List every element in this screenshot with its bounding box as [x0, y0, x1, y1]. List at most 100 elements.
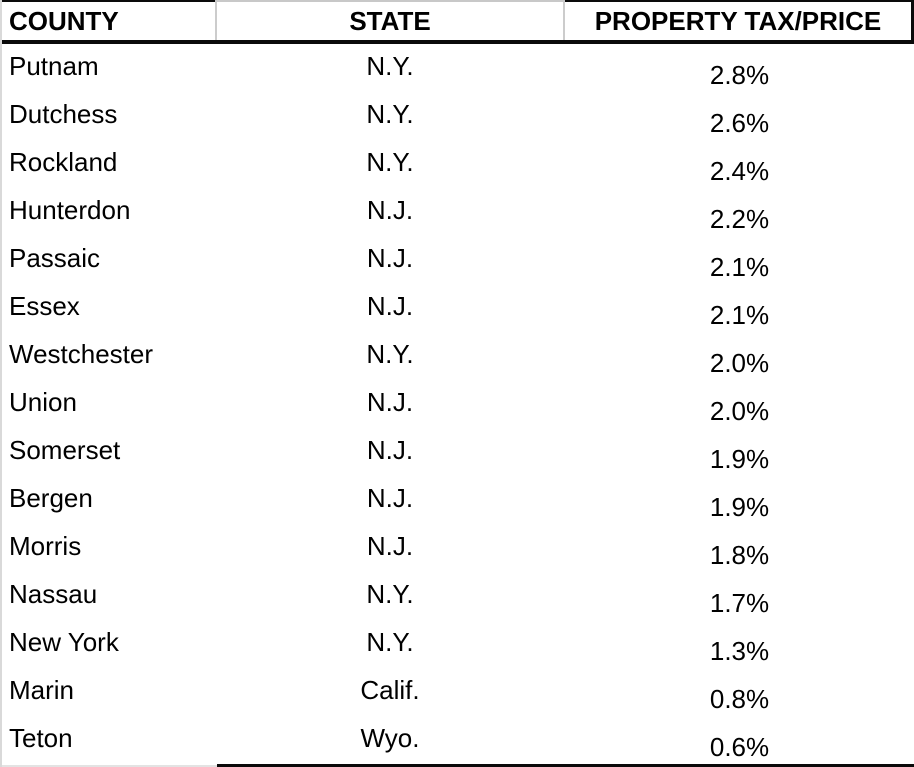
table-body: Putnam N.Y. 2.8% Dutchess N.Y. 2.6% Rockland N.…: [2, 44, 914, 764]
state-cell: N.Y.: [215, 92, 565, 140]
county-cell: Somerset: [2, 428, 215, 476]
state-cell: N.J.: [215, 188, 565, 236]
state-cell-text: N.Y.: [366, 627, 414, 657]
tax-value-cell-text: 2.6%: [709, 108, 770, 138]
county-cell: Nassau: [2, 572, 215, 620]
county-cell-text: Essex: [9, 291, 80, 321]
tax-value-cell-text: 0.6%: [709, 732, 770, 762]
tax-value-cell: 2.0%: [565, 380, 914, 428]
tax-value-cell: 1.3%: [565, 620, 914, 668]
tax-value-cell: 2.0%: [565, 332, 914, 380]
county-cell-text: Hunterdon: [9, 195, 131, 225]
state-cell: N.J.: [215, 476, 565, 524]
county-cell-text: New York: [9, 627, 119, 657]
tax-value-cell: 2.2%: [565, 188, 914, 236]
county-cell-text: Putnam: [9, 51, 99, 81]
tax-value-cell-text: 0.8%: [709, 684, 770, 714]
state-cell: N.Y.: [215, 140, 565, 188]
county-cell-text: Bergen: [9, 483, 93, 513]
county-cell-text: Morris: [9, 531, 82, 561]
table-row: Rockland N.Y. 2.4%: [2, 140, 914, 188]
county-cell-text: Somerset: [9, 435, 121, 465]
state-cell-text: N.J.: [366, 291, 414, 321]
table-row: Nassau N.Y. 1.7%: [2, 572, 914, 620]
tax-value-cell: 2.1%: [565, 236, 914, 284]
county-cell: Rockland: [2, 140, 215, 188]
tax-value-cell-text: 1.8%: [709, 540, 770, 570]
county-cell: Putnam: [2, 44, 215, 92]
state-cell: Calif.: [215, 668, 565, 716]
state-cell-text: N.Y.: [366, 339, 414, 369]
state-cell-text: N.J.: [366, 531, 414, 561]
tax-value-cell: 0.6%: [565, 716, 914, 764]
tax-value-cell-text: 1.9%: [709, 492, 770, 522]
tax-value-cell-text: 2.2%: [709, 204, 770, 234]
county-cell-text: Dutchess: [9, 99, 118, 129]
county-cell: New York: [2, 620, 215, 668]
table-row: Bergen N.J. 1.9%: [2, 476, 914, 524]
state-cell-text: N.Y.: [366, 99, 414, 129]
state-cell: N.Y.: [215, 572, 565, 620]
bottom-border-gray-segment: [2, 765, 217, 767]
state-cell: N.J.: [215, 380, 565, 428]
tax-value-cell: 1.9%: [565, 428, 914, 476]
tax-value-cell-text: 2.0%: [709, 396, 770, 426]
state-cell: N.J.: [215, 524, 565, 572]
state-cell-text: N.J.: [366, 243, 414, 273]
tax-value-cell: 2.6%: [565, 92, 914, 140]
county-cell-text: Teton: [9, 723, 73, 753]
table-row: Westchester N.Y. 2.0%: [2, 332, 914, 380]
county-cell-text: Westchester: [9, 339, 154, 369]
state-cell-text: N.J.: [366, 195, 414, 225]
tax-value-cell-text: 2.1%: [709, 252, 770, 282]
tax-value-cell-text: 2.8%: [709, 60, 770, 90]
state-cell: N.J.: [215, 284, 565, 332]
tax-value-cell: 2.4%: [565, 140, 914, 188]
state-cell: N.J.: [215, 428, 565, 476]
table-row: Union N.J. 2.0%: [2, 380, 914, 428]
header-divider-rule: [2, 40, 914, 44]
column-header-county: COUNTY: [2, 0, 215, 40]
table-row: Putnam N.Y. 2.8%: [2, 44, 914, 92]
tax-value-cell: 2.8%: [565, 44, 914, 92]
tax-value-cell-text: 2.1%: [709, 300, 770, 330]
tax-value-cell: 2.1%: [565, 284, 914, 332]
tax-value-cell-text: 1.9%: [709, 444, 770, 474]
table-row: Dutchess N.Y. 2.6%: [2, 92, 914, 140]
county-cell: Essex: [2, 284, 215, 332]
tax-value-cell-text: 2.0%: [709, 348, 770, 378]
tax-value-cell: 1.9%: [565, 476, 914, 524]
state-cell-text: N.J.: [366, 435, 414, 465]
county-cell: Bergen: [2, 476, 215, 524]
state-cell-text: N.J.: [366, 387, 414, 417]
table-row: Marin Calif. 0.8%: [2, 668, 914, 716]
state-cell: Wyo.: [215, 716, 565, 764]
county-cell: Morris: [2, 524, 215, 572]
county-cell: Hunterdon: [2, 188, 215, 236]
county-cell-text: Union: [9, 387, 77, 417]
state-cell-text: N.Y.: [366, 579, 414, 609]
county-cell: Teton: [2, 716, 215, 764]
tax-value-cell: 1.7%: [565, 572, 914, 620]
tax-value-cell: 0.8%: [565, 668, 914, 716]
table-row: Morris N.J. 1.8%: [2, 524, 914, 572]
table-row: New York N.Y. 1.3%: [2, 620, 914, 668]
tax-value-cell-text: 1.7%: [709, 588, 770, 618]
county-cell-text: Nassau: [9, 579, 98, 609]
state-cell: N.Y.: [215, 44, 565, 92]
table-header-row: COUNTY STATE PROPERTY TAX/PRICE: [2, 0, 914, 40]
column-header-state: STATE: [215, 0, 565, 40]
table-row: Hunterdon N.J. 2.2%: [2, 188, 914, 236]
county-cell-text: Marin: [9, 675, 75, 705]
state-cell-text: N.J.: [366, 483, 414, 513]
column-header-property-tax-price: PROPERTY TAX/PRICE: [565, 0, 914, 40]
table-row: Teton Wyo. 0.6%: [2, 716, 914, 764]
state-cell-text: N.Y.: [366, 147, 414, 177]
county-cell: Union: [2, 380, 215, 428]
county-cell-text: Passaic: [9, 243, 101, 273]
county-cell: Marin: [2, 668, 215, 716]
county-cell: Dutchess: [2, 92, 215, 140]
county-cell-text: Rockland: [9, 147, 118, 177]
state-cell-text: N.Y.: [366, 51, 414, 81]
